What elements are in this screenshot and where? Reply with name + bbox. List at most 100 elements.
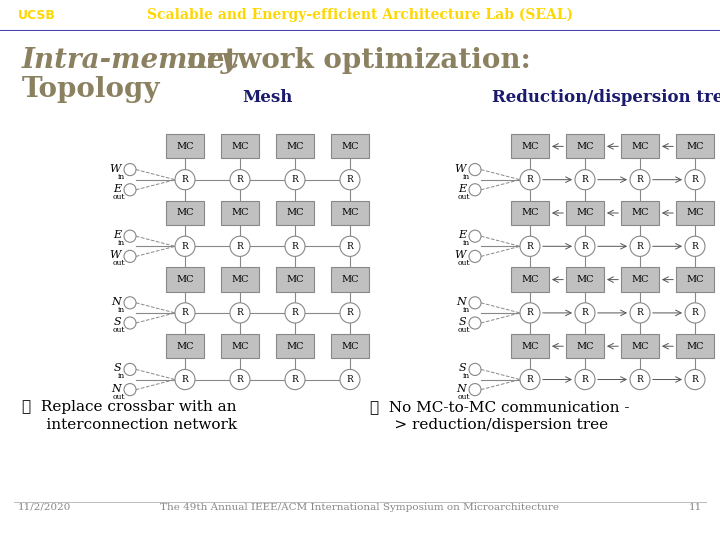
Circle shape bbox=[575, 236, 595, 256]
Text: MC: MC bbox=[631, 342, 649, 350]
FancyBboxPatch shape bbox=[221, 334, 259, 359]
Circle shape bbox=[124, 363, 136, 375]
Circle shape bbox=[175, 236, 195, 256]
Text: R: R bbox=[582, 375, 588, 384]
Circle shape bbox=[230, 303, 250, 323]
Text: MC: MC bbox=[231, 342, 248, 350]
Text: The 49th Annual IEEE/ACM International Symposium on Microarchitecture: The 49th Annual IEEE/ACM International S… bbox=[161, 503, 559, 512]
Text: MC: MC bbox=[341, 342, 359, 350]
Text: R: R bbox=[692, 375, 698, 384]
FancyBboxPatch shape bbox=[331, 134, 369, 159]
Text: E: E bbox=[113, 230, 121, 240]
Circle shape bbox=[575, 369, 595, 390]
FancyBboxPatch shape bbox=[511, 134, 549, 159]
Text: Intra-memory: Intra-memory bbox=[22, 48, 238, 75]
Circle shape bbox=[575, 170, 595, 190]
Circle shape bbox=[630, 369, 650, 390]
Circle shape bbox=[340, 170, 360, 190]
Text: out: out bbox=[457, 259, 470, 267]
Text: MC: MC bbox=[287, 142, 304, 151]
Text: R: R bbox=[346, 375, 354, 384]
Circle shape bbox=[230, 369, 250, 390]
Text: E: E bbox=[113, 184, 121, 194]
Text: R: R bbox=[346, 242, 354, 251]
Text: network optimization:: network optimization: bbox=[177, 48, 531, 75]
Circle shape bbox=[520, 236, 540, 256]
Text: 11: 11 bbox=[689, 503, 702, 512]
Circle shape bbox=[685, 170, 705, 190]
Circle shape bbox=[469, 251, 481, 262]
Text: S: S bbox=[113, 363, 121, 374]
Circle shape bbox=[230, 236, 250, 256]
Text: in: in bbox=[118, 173, 125, 180]
Text: R: R bbox=[692, 175, 698, 184]
Circle shape bbox=[520, 369, 540, 390]
Circle shape bbox=[285, 170, 305, 190]
FancyBboxPatch shape bbox=[566, 267, 604, 292]
Circle shape bbox=[685, 303, 705, 323]
Circle shape bbox=[630, 170, 650, 190]
Text: MC: MC bbox=[341, 275, 359, 284]
Text: MC: MC bbox=[576, 208, 594, 218]
FancyBboxPatch shape bbox=[511, 267, 549, 292]
Text: ❖  No MC-to-MC communication -: ❖ No MC-to-MC communication - bbox=[370, 400, 629, 414]
Text: MC: MC bbox=[686, 342, 703, 350]
Text: in: in bbox=[463, 373, 470, 381]
Text: R: R bbox=[237, 242, 243, 251]
FancyBboxPatch shape bbox=[621, 267, 659, 292]
Text: > reduction/dispersion tree: > reduction/dispersion tree bbox=[370, 418, 608, 432]
Text: MC: MC bbox=[576, 342, 594, 350]
FancyBboxPatch shape bbox=[166, 334, 204, 359]
Text: R: R bbox=[181, 175, 189, 184]
Text: MC: MC bbox=[176, 142, 194, 151]
Text: in: in bbox=[118, 239, 125, 247]
Circle shape bbox=[175, 369, 195, 390]
Text: Topology: Topology bbox=[22, 76, 161, 103]
FancyBboxPatch shape bbox=[676, 267, 714, 292]
FancyBboxPatch shape bbox=[676, 334, 714, 359]
Circle shape bbox=[285, 236, 305, 256]
Text: MC: MC bbox=[686, 142, 703, 151]
Text: UCSB: UCSB bbox=[18, 9, 56, 22]
Text: R: R bbox=[526, 242, 534, 251]
Text: W: W bbox=[454, 251, 466, 260]
FancyBboxPatch shape bbox=[276, 134, 314, 159]
Text: MC: MC bbox=[287, 275, 304, 284]
Text: interconnection network: interconnection network bbox=[22, 418, 237, 432]
FancyBboxPatch shape bbox=[166, 201, 204, 225]
Text: R: R bbox=[692, 308, 698, 318]
Text: R: R bbox=[346, 308, 354, 318]
Text: MC: MC bbox=[576, 142, 594, 151]
Circle shape bbox=[469, 363, 481, 375]
FancyBboxPatch shape bbox=[676, 201, 714, 225]
Text: in: in bbox=[463, 239, 470, 247]
Text: R: R bbox=[636, 175, 644, 184]
Text: out: out bbox=[112, 259, 125, 267]
Text: R: R bbox=[181, 242, 189, 251]
Circle shape bbox=[469, 383, 481, 396]
Text: N: N bbox=[112, 383, 121, 394]
Text: out: out bbox=[457, 393, 470, 401]
Text: 11/2/2020: 11/2/2020 bbox=[18, 503, 71, 512]
Text: R: R bbox=[636, 375, 644, 384]
Text: R: R bbox=[292, 375, 298, 384]
Circle shape bbox=[124, 230, 136, 242]
Text: R: R bbox=[181, 375, 189, 384]
FancyBboxPatch shape bbox=[166, 134, 204, 159]
Text: MC: MC bbox=[287, 342, 304, 350]
Circle shape bbox=[575, 303, 595, 323]
Circle shape bbox=[285, 369, 305, 390]
FancyBboxPatch shape bbox=[621, 334, 659, 359]
FancyBboxPatch shape bbox=[166, 267, 204, 292]
Text: R: R bbox=[237, 375, 243, 384]
FancyBboxPatch shape bbox=[621, 134, 659, 159]
Circle shape bbox=[230, 170, 250, 190]
Text: N: N bbox=[112, 297, 121, 307]
Text: R: R bbox=[636, 308, 644, 318]
Text: MC: MC bbox=[686, 275, 703, 284]
FancyBboxPatch shape bbox=[566, 134, 604, 159]
Text: Mesh: Mesh bbox=[243, 89, 293, 106]
Text: out: out bbox=[457, 193, 470, 201]
Text: MC: MC bbox=[231, 275, 248, 284]
Circle shape bbox=[285, 303, 305, 323]
